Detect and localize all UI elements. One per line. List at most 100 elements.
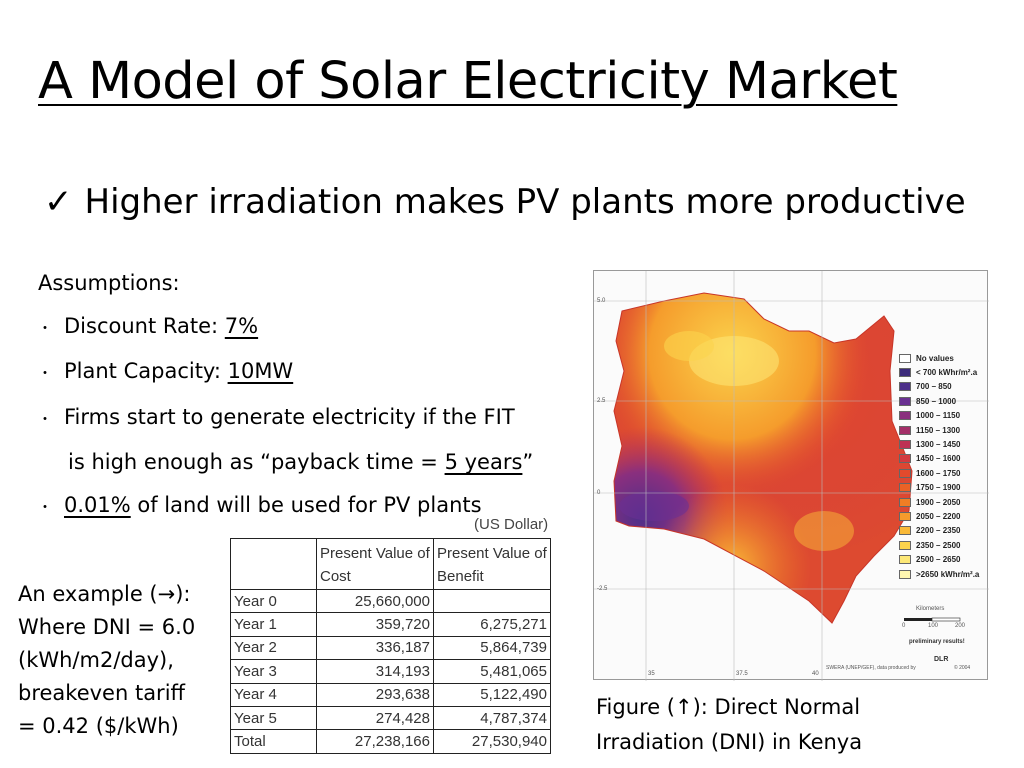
table-cell: 27,238,166 — [316, 729, 434, 754]
legend-swatch — [899, 497, 911, 507]
land-value: 0.01% — [64, 492, 131, 517]
cost-benefit-table: Present Value of Cost Present Value of B… — [230, 538, 551, 754]
table-cell: 314,193 — [316, 659, 434, 684]
legend-swatch — [899, 468, 911, 478]
legend-swatch — [899, 368, 911, 378]
table-cell: 25,660,000 — [316, 588, 434, 614]
lon-label: 37.5 — [736, 671, 748, 677]
legend-label: 2200 – 2350 — [916, 526, 961, 536]
caption-line: Figure (↑): Direct Normal — [596, 695, 861, 719]
legend-label: 1900 – 2050 — [916, 497, 961, 507]
table-cell: Year 0 — [230, 588, 317, 614]
table-header-cell: Present Value of Cost — [316, 538, 434, 590]
table-cell: 336,187 — [316, 635, 434, 661]
table-cell: 293,638 — [316, 682, 434, 707]
map-gridlines — [594, 271, 989, 681]
assumption-plant-capacity: ・ Plant Capacity: 10MW — [38, 350, 533, 396]
legend-label: 2050 – 2200 — [916, 511, 961, 521]
scale-bar — [904, 617, 961, 622]
map-legend: No values < 700 kWhr/m².a 700 – 850 850 … — [899, 351, 979, 581]
scale-tick: 100 — [928, 623, 939, 629]
legend-label: 1750 – 1900 — [916, 483, 961, 493]
map-graphic — [594, 271, 989, 681]
table-cell: 4,787,374 — [433, 705, 551, 731]
example-note: An example (→): Where DNI = 6.0 (kWh/m2/… — [18, 578, 195, 743]
credit-year: © 2004 — [954, 665, 971, 671]
lat-label: 2.5 — [597, 398, 606, 404]
legend-row: 1150 – 1300 — [899, 423, 979, 437]
example-line: Where DNI = 6.0 — [18, 615, 196, 639]
table-cell: Total — [230, 729, 317, 754]
legend-swatch — [899, 540, 911, 550]
example-line: breakeven tariff — [18, 681, 185, 705]
legend-row: < 700 kWhr/m².a — [899, 365, 979, 379]
legend-label: 700 – 850 — [916, 382, 952, 392]
caption-line: Irradiation (DNI) in Kenya — [596, 730, 863, 754]
legend-swatch — [899, 454, 911, 464]
legend-row: 2500 – 2650 — [899, 552, 979, 566]
legend-row: 1900 – 2050 — [899, 495, 979, 509]
legend-label: 1000 – 1150 — [916, 411, 961, 421]
legend-swatch — [899, 526, 911, 536]
legend-label: >2650 kWhr/m².a — [916, 569, 980, 579]
preliminary-note: preliminary results! — [909, 639, 965, 645]
check-icon: ✓ — [44, 182, 73, 222]
table-header-cell: Present Value of Benefit — [433, 538, 551, 590]
firms-line1: Firms start to generate electricity if t… — [64, 404, 515, 429]
assumptions-heading: Assumptions: — [38, 271, 180, 295]
bullet-dot: ・ — [38, 499, 52, 516]
firms-line2-pre: is high enough as “payback time = — [68, 450, 445, 474]
legend-row: 700 – 850 — [899, 380, 979, 394]
example-line: An example (→): — [18, 582, 191, 606]
table-row: Year 2 336,187 5,864,739 — [230, 635, 551, 661]
table-cell: Year 3 — [230, 659, 317, 684]
legend-swatch — [899, 425, 911, 435]
legend-swatch — [899, 411, 911, 421]
scale-tick: 200 — [955, 623, 966, 629]
land-text: of land will be used for PV plants — [130, 492, 482, 517]
main-bullet-text: Higher irradiation makes PV plants more … — [84, 182, 966, 222]
table-header-cell — [230, 538, 317, 590]
legend-label: < 700 kWhr/m².a — [916, 368, 978, 378]
currency-note: (US Dollar) — [474, 516, 549, 533]
legend-row: 2350 – 2500 — [899, 538, 979, 552]
legend-label: 2350 – 2500 — [916, 540, 961, 550]
map-credit: SWERA (UNEP/GEF), data produced by — [826, 665, 916, 671]
legend-swatch — [899, 382, 911, 392]
scale-tick: 0 — [902, 623, 906, 629]
legend-row: 1000 – 1150 — [899, 409, 979, 423]
assumption-firms-cont: is high enough as “payback time = 5 year… — [38, 441, 533, 484]
table-row: Year 5 274,428 4,787,374 — [230, 705, 551, 731]
table-cell: 5,122,490 — [433, 682, 551, 707]
legend-row: No values — [899, 351, 979, 365]
discount-value: 7% — [224, 313, 259, 338]
table-cell: 5,864,739 — [433, 635, 551, 661]
legend-swatch — [899, 440, 911, 450]
main-bullet: ✓ Higher irradiation makes PV plants more… — [44, 182, 966, 222]
legend-label: 2500 – 2650 — [916, 555, 961, 565]
table-cell: Year 5 — [230, 705, 317, 731]
table-cell: 6,275,271 — [433, 612, 551, 637]
table-cell: Year 1 — [230, 612, 317, 637]
table-cell: 27,530,940 — [433, 729, 551, 754]
assumption-discount-rate: ・ Discount Rate: 7% — [38, 305, 533, 351]
legend-row: 1600 – 1750 — [899, 466, 979, 480]
legend-label: 1150 – 1300 — [916, 425, 961, 435]
legend-row: 850 – 1000 — [899, 394, 979, 408]
lon-label: 40 — [812, 671, 819, 677]
table-cell: 359,720 — [316, 612, 434, 637]
lat-label: 0 — [597, 490, 601, 496]
table-row: Year 0 25,660,000 — [230, 588, 551, 614]
legend-swatch — [899, 511, 911, 521]
bullet-dot: ・ — [38, 320, 52, 337]
bullet-dot: ・ — [38, 366, 52, 382]
legend-row: 1300 – 1450 — [899, 437, 979, 451]
table-row: Year 1 359,720 6,275,271 — [230, 612, 551, 637]
legend-row: 1750 – 1900 — [899, 481, 979, 495]
legend-swatch — [899, 569, 911, 579]
legend-label: No values — [916, 353, 954, 363]
legend-swatch — [899, 396, 911, 406]
kenya-dni-map: No values < 700 kWhr/m².a 700 – 850 850 … — [593, 270, 989, 681]
legend-label: 1600 – 1750 — [916, 468, 961, 478]
legend-label: 1450 – 1600 — [916, 454, 961, 464]
